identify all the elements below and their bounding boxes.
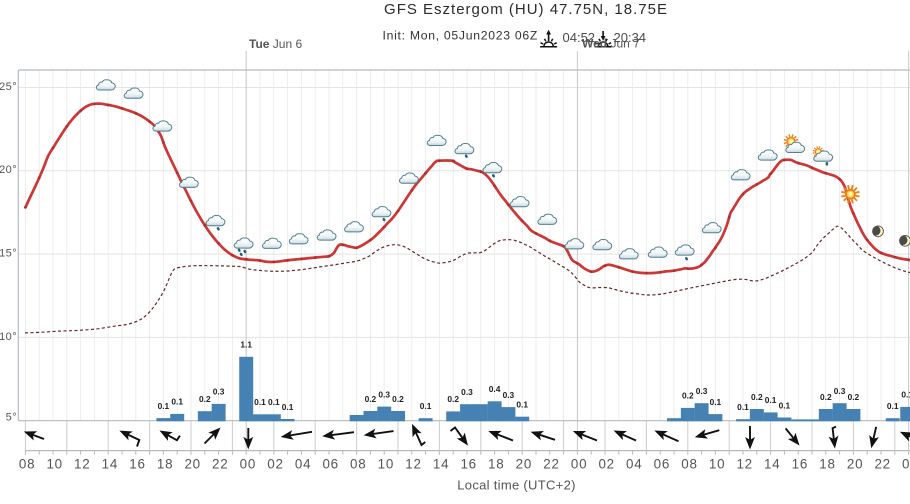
svg-text:0.1: 0.1 <box>158 401 170 411</box>
svg-text:0.2: 0.2 <box>392 394 404 404</box>
svg-text:0.2: 0.2 <box>447 394 459 404</box>
svg-text:08: 08 <box>681 457 698 472</box>
svg-text:20: 20 <box>516 457 533 472</box>
svg-text:0.2: 0.2 <box>199 394 211 404</box>
svg-text:22: 22 <box>543 457 560 472</box>
svg-text:16: 16 <box>129 457 146 472</box>
svg-text:0.1: 0.1 <box>887 401 899 411</box>
svg-text:0.3: 0.3 <box>503 390 515 400</box>
svg-text:15°: 15° <box>0 248 17 260</box>
svg-text:0.2: 0.2 <box>820 392 832 402</box>
svg-text:0.4: 0.4 <box>489 384 501 394</box>
svg-text:12: 12 <box>736 457 753 472</box>
svg-text:16: 16 <box>460 457 477 472</box>
svg-text:20: 20 <box>847 457 864 472</box>
svg-text:Local time (UTC+2): Local time (UTC+2) <box>457 478 575 493</box>
svg-text:18: 18 <box>819 457 836 472</box>
svg-text:0.2: 0.2 <box>751 392 763 402</box>
svg-text:1.1: 1.1 <box>240 340 252 350</box>
svg-text:00: 00 <box>902 457 910 472</box>
svg-text:20°: 20° <box>0 164 17 176</box>
svg-text:5°: 5° <box>6 412 17 424</box>
svg-text:02: 02 <box>598 457 615 472</box>
svg-text:Init: Mon, 05Jun2023 06Z: Init: Mon, 05Jun2023 06Z <box>383 29 539 43</box>
svg-text:Tue Jun 6: Tue Jun 6 <box>249 37 302 51</box>
svg-text:10: 10 <box>378 457 395 472</box>
svg-text:14: 14 <box>433 457 450 472</box>
svg-text:GFS Esztergom (HU) 47.75N, 18.: GFS Esztergom (HU) 47.75N, 18.75E <box>384 1 668 18</box>
svg-text:06: 06 <box>322 457 339 472</box>
svg-text:18: 18 <box>488 457 505 472</box>
svg-text:08: 08 <box>19 457 36 472</box>
svg-text:04: 04 <box>626 457 643 472</box>
svg-text:22: 22 <box>212 457 229 472</box>
svg-text:06: 06 <box>654 457 671 472</box>
svg-text:0.3: 0.3 <box>213 387 225 397</box>
svg-text:10: 10 <box>709 457 726 472</box>
svg-text:0.1: 0.1 <box>765 395 777 405</box>
svg-text:18: 18 <box>157 457 174 472</box>
svg-text:04: 04 <box>295 457 312 472</box>
svg-text:0.2: 0.2 <box>848 392 860 402</box>
svg-text:16: 16 <box>792 457 809 472</box>
svg-text:0.3: 0.3 <box>461 387 473 397</box>
svg-text:10°: 10° <box>0 331 17 343</box>
svg-text:0.3: 0.3 <box>378 389 390 399</box>
svg-text:0.1: 0.1 <box>779 400 791 410</box>
svg-text:0.2: 0.2 <box>682 391 694 401</box>
svg-text:08: 08 <box>350 457 367 472</box>
svg-text:0.1: 0.1 <box>737 402 749 412</box>
svg-text:12: 12 <box>405 457 422 472</box>
svg-text:0.3: 0.3 <box>696 386 708 396</box>
svg-text:00: 00 <box>240 457 257 472</box>
svg-text:10: 10 <box>46 457 63 472</box>
svg-text:0.1: 0.1 <box>710 397 722 407</box>
svg-text:0.1: 0.1 <box>171 397 183 407</box>
svg-text:0.1: 0.1 <box>420 401 432 411</box>
svg-text:02: 02 <box>267 457 284 472</box>
svg-text:0.2: 0.2 <box>365 394 377 404</box>
svg-text:Wed Jun 7: Wed Jun 7 <box>582 36 640 50</box>
svg-text:0.1: 0.1 <box>282 402 294 412</box>
svg-text:0.3: 0.3 <box>834 386 846 396</box>
svg-text:0.1: 0.1 <box>516 400 528 410</box>
svg-text:0.1: 0.1 <box>268 397 280 407</box>
svg-text:12: 12 <box>74 457 91 472</box>
svg-text:14: 14 <box>764 457 781 472</box>
svg-text:00: 00 <box>571 457 588 472</box>
svg-text:0.1: 0.1 <box>901 390 910 400</box>
svg-text:20: 20 <box>184 457 201 472</box>
svg-text:22: 22 <box>874 457 891 472</box>
svg-text:14: 14 <box>102 457 119 472</box>
svg-text:0.1: 0.1 <box>254 397 266 407</box>
svg-text:25°: 25° <box>0 81 17 93</box>
